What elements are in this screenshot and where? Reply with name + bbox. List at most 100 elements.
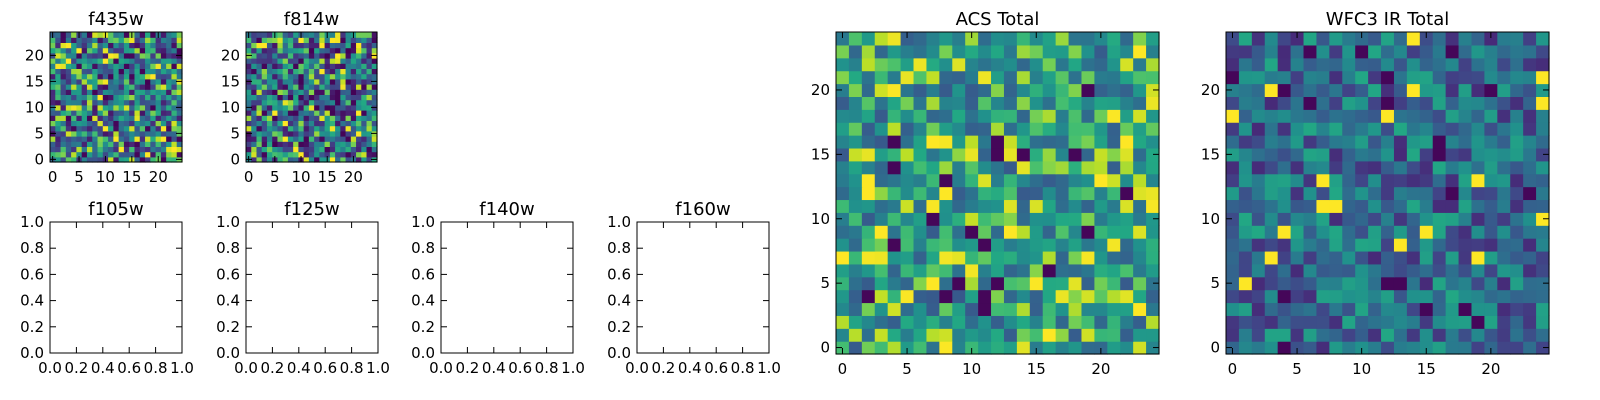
heatmap-cell <box>1484 289 1498 304</box>
heatmap-cell <box>298 130 305 137</box>
heatmap-cell <box>97 104 104 111</box>
heatmap-cell <box>1146 160 1160 175</box>
heatmap-cell <box>913 44 928 59</box>
heatmap-cell <box>1251 212 1266 226</box>
x-tick-label: 5 <box>902 360 912 378</box>
heatmap-cell <box>335 136 341 142</box>
heatmap-cell <box>123 84 130 90</box>
heatmap-cell <box>71 68 77 75</box>
heatmap-cell <box>978 44 992 59</box>
heatmap-cell <box>319 47 326 54</box>
heatmap-cell <box>266 156 273 163</box>
heatmap-cell <box>952 276 966 291</box>
heatmap-cell <box>1316 199 1330 213</box>
heatmap-cell <box>836 302 850 316</box>
heatmap-cell <box>298 68 305 75</box>
heatmap-cell <box>65 99 72 106</box>
heatmap-cell <box>1251 57 1266 72</box>
heatmap-cell <box>303 32 310 38</box>
heatmap-cell <box>60 104 67 111</box>
heatmap-cell <box>1264 122 1279 136</box>
heatmap-cell <box>1029 250 1044 265</box>
heatmap-cell <box>1303 57 1318 72</box>
heatmap-cell <box>1316 302 1330 316</box>
heatmap-cell <box>340 78 347 85</box>
heatmap-cell <box>1432 328 1447 342</box>
heatmap-cell <box>1355 250 1369 265</box>
heatmap-cell <box>102 63 109 69</box>
heatmap-cell <box>314 58 320 64</box>
heatmap-cell <box>887 250 902 265</box>
heatmap-cell <box>1381 135 1395 149</box>
heatmap-cell <box>345 104 352 111</box>
heatmap-cell <box>1510 250 1524 265</box>
heatmap-cell <box>1381 109 1395 123</box>
heatmap-cell <box>256 130 263 137</box>
heatmap-cell <box>176 115 183 121</box>
heatmap-cell <box>113 136 120 142</box>
heatmap-cell <box>324 141 331 147</box>
heatmap-cell <box>1277 302 1292 316</box>
heatmap-cell <box>1316 160 1330 175</box>
heatmap-cell <box>71 84 77 90</box>
heatmap-cell <box>1029 341 1044 355</box>
heatmap-cell <box>160 58 167 64</box>
heatmap-cell <box>1029 160 1044 175</box>
heatmap-cell <box>160 151 167 158</box>
heatmap-cell <box>171 110 178 116</box>
heatmap-cell <box>150 99 157 106</box>
heatmap-cell <box>350 141 357 147</box>
heatmap-cell <box>155 130 162 137</box>
heatmap-cell <box>329 110 336 116</box>
heatmap-cell <box>345 110 352 116</box>
heatmap-cell <box>836 186 850 201</box>
heatmap-cell <box>1016 160 1031 175</box>
heatmap-cell <box>836 276 850 291</box>
heatmap-cell <box>1445 315 1460 329</box>
x-tick-label: 0.6 <box>313 359 337 377</box>
heatmap-cell <box>861 135 876 149</box>
heatmap-cell <box>361 42 368 49</box>
heatmap-cell <box>371 125 378 132</box>
heatmap-cell <box>1355 32 1369 46</box>
heatmap-cell <box>287 58 294 64</box>
heatmap-cell <box>1120 83 1134 97</box>
heatmap-cell <box>166 146 173 153</box>
heatmap-cell <box>874 212 889 226</box>
heatmap-cell <box>1146 122 1160 136</box>
heatmap-cell <box>345 120 352 127</box>
heatmap-cell <box>256 120 263 127</box>
heatmap-cell <box>978 186 992 201</box>
panel-title: ACS Total <box>956 9 1040 30</box>
heatmap-cell <box>60 37 67 43</box>
heatmap-cell <box>1016 199 1031 213</box>
heatmap-cell <box>1277 135 1292 149</box>
heatmap-cell <box>1251 328 1266 342</box>
heatmap-cell <box>1497 341 1511 355</box>
heatmap-cell <box>65 52 72 59</box>
heatmap-cell <box>1510 315 1524 329</box>
heatmap-cell <box>113 104 120 111</box>
heatmap-cell <box>952 212 966 226</box>
heatmap-cell <box>1406 70 1421 85</box>
heatmap-cell <box>1393 212 1408 226</box>
heatmap-cell <box>1068 263 1083 278</box>
heatmap-cell <box>308 141 315 147</box>
heatmap-cell <box>303 130 310 137</box>
heatmap-cell <box>340 94 347 101</box>
heatmap-cell <box>1342 302 1356 316</box>
heatmap-cell <box>1497 122 1511 136</box>
heatmap-cell <box>1497 263 1511 278</box>
heatmap-cell <box>319 104 326 111</box>
heatmap-cell <box>356 32 362 38</box>
heatmap-cell <box>978 160 992 175</box>
heatmap-cell <box>145 78 151 85</box>
heatmap-cell <box>134 141 141 147</box>
heatmap-cell <box>1355 341 1369 355</box>
heatmap-cell <box>308 37 315 43</box>
heatmap-cell <box>1238 328 1253 342</box>
heatmap-cell <box>1471 341 1485 355</box>
heatmap-cell <box>1226 122 1240 136</box>
heatmap-cell <box>145 125 151 132</box>
heatmap-cell <box>298 110 305 116</box>
